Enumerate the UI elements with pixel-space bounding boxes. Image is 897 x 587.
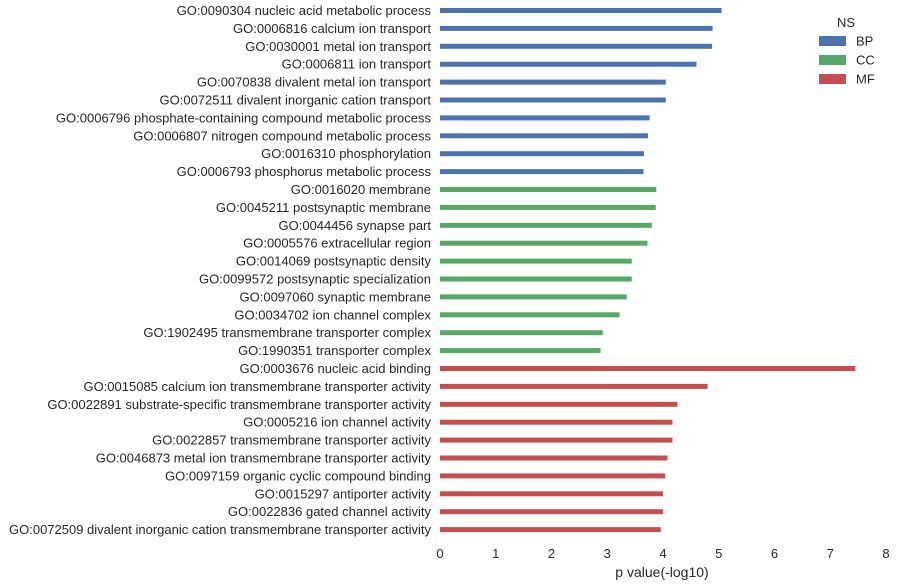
legend-swatch-cc [819, 55, 846, 65]
x-tick-label-7: 7 [827, 546, 834, 561]
bar-4 [440, 61, 697, 67]
term-label-6: GO:0072511 divalent inorganic cation tra… [160, 93, 432, 108]
x-tick-label-3: 3 [604, 546, 611, 561]
term-label-5: GO:0070838 divalent metal ion transport [197, 75, 432, 90]
bar-5 [440, 79, 666, 85]
bar-18 [440, 312, 620, 318]
bar-1 [440, 8, 722, 13]
bar-23 [440, 401, 678, 407]
bar-3 [440, 43, 713, 49]
x-tick-label-1: 1 [492, 546, 499, 561]
bar-16 [440, 276, 632, 282]
legend-swatch-bp [819, 36, 846, 46]
bar-26 [440, 455, 668, 461]
term-label-28: GO:0015297 antiporter activity [255, 486, 432, 501]
legend-label-bp: BP [856, 34, 873, 49]
term-label-1: GO:0090304 nucleic acid metabolic proces… [177, 3, 432, 18]
term-label-30: GO:0072509 divalent inorganic cation tra… [9, 522, 431, 537]
x-axis-title: p value(-log10) [615, 564, 708, 580]
term-label-14: GO:0005576 extracellular region [243, 236, 431, 251]
term-label-8: GO:0006807 nitrogen compound metabolic p… [133, 128, 431, 143]
bar-13 [440, 222, 652, 228]
x-tick-label-8: 8 [882, 546, 889, 561]
term-label-15: GO:0014069 postsynaptic density [236, 254, 432, 269]
bar-25 [440, 437, 673, 443]
bar-27 [440, 473, 666, 479]
term-label-24: GO:0005216 ion channel activity [243, 415, 431, 430]
bar-22 [440, 383, 708, 389]
term-label-7: GO:0006796 phosphate-containing compound… [56, 110, 432, 125]
term-label-17: GO:0097060 synaptic membrane [240, 289, 432, 304]
bar-10 [440, 169, 644, 175]
term-label-26: GO:0046873 metal ion transmembrane trans… [96, 451, 432, 466]
term-label-29: GO:0022836 gated channel activity [228, 504, 432, 519]
bar-21 [440, 366, 856, 371]
bars-group [440, 8, 856, 533]
legend-swatch-mf [819, 74, 846, 84]
bar-2 [440, 25, 713, 31]
bar-12 [440, 204, 656, 210]
term-label-21: GO:0003676 nucleic acid binding [239, 361, 431, 376]
legend-title: NS [837, 15, 855, 30]
term-label-19: GO:1902495 transmembrane transporter com… [143, 325, 431, 340]
term-label-12: GO:0045211 postsynaptic membrane [216, 200, 431, 215]
term-label-27: GO:0097159 organic cyclic compound bindi… [165, 468, 431, 483]
term-label-3: GO:0030001 metal ion transport [245, 39, 431, 54]
bar-29 [440, 509, 663, 515]
term-label-23: GO:0022891 substrate-specific transmembr… [47, 397, 431, 412]
x-tick-label-4: 4 [659, 546, 666, 561]
term-label-18: GO:0034702 ion channel complex [234, 307, 431, 322]
bar-14 [440, 240, 648, 246]
bar-6 [440, 97, 666, 103]
bar-15 [440, 258, 632, 264]
bar-24 [440, 419, 673, 425]
x-axis-ticks-group: 0 1 2 3 4 5 6 7 8 [436, 546, 889, 561]
term-label-10: GO:0006793 phosphorus metabolic process [177, 164, 432, 179]
legend: NS BP CC MF [819, 15, 875, 87]
x-tick-label-5: 5 [715, 546, 722, 561]
x-tick-label-2: 2 [548, 546, 555, 561]
legend-label-cc: CC [856, 53, 875, 68]
bar-17 [440, 294, 627, 300]
term-label-25: GO:0022857 transmembrane transporter act… [152, 433, 431, 448]
bar-9 [440, 151, 645, 157]
term-labels-group: GO:0090304 nucleic acid metabolic proces… [9, 3, 432, 537]
term-label-13: GO:0044456 synapse part [279, 218, 432, 233]
term-label-20: GO:1990351 transporter complex [238, 343, 431, 358]
legend-label-mf: MF [856, 72, 875, 87]
bar-20 [440, 348, 601, 354]
bar-7 [440, 115, 650, 121]
bar-8 [440, 133, 648, 139]
bar-28 [440, 491, 663, 497]
bar-19 [440, 330, 603, 336]
x-tick-label-6: 6 [771, 546, 778, 561]
term-label-11: GO:0016020 membrane [291, 182, 431, 197]
bar-11 [440, 187, 657, 192]
term-label-4: GO:0006811 ion transport [282, 57, 432, 72]
term-label-9: GO:0016310 phosphorylation [261, 146, 431, 161]
term-label-22: GO:0015085 calcium ion transmembrane tra… [83, 379, 431, 394]
bar-30 [440, 527, 661, 533]
x-tick-label-0: 0 [436, 546, 443, 561]
term-label-2: GO:0006816 calcium ion transport [233, 21, 431, 36]
term-label-16: GO:0099572 postsynaptic specialization [199, 272, 431, 287]
